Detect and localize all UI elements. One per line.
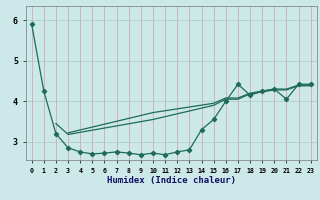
X-axis label: Humidex (Indice chaleur): Humidex (Indice chaleur) bbox=[107, 176, 236, 185]
